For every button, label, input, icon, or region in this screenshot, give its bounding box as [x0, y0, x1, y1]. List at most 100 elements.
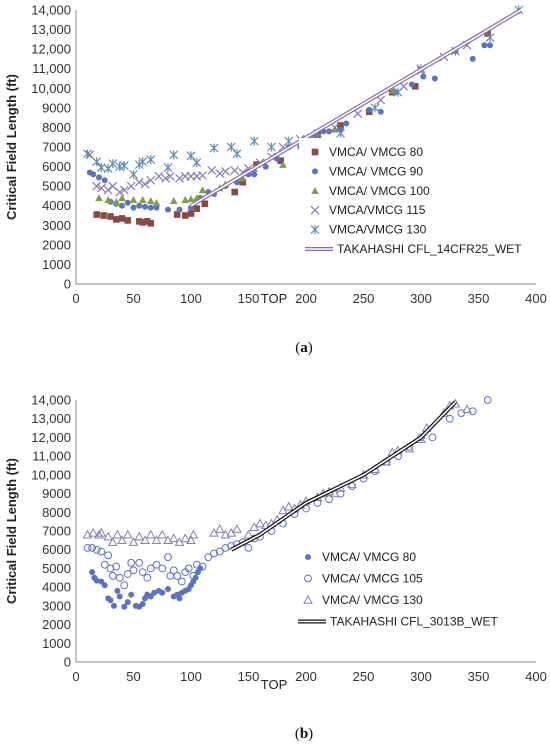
data-point	[97, 547, 106, 556]
data-point	[165, 171, 175, 181]
x-axis-title: TOP	[261, 291, 288, 306]
legend-label: VMCA/VMCG 115	[329, 203, 426, 217]
data-point	[481, 42, 488, 49]
data-point	[165, 206, 171, 213]
data-point	[82, 529, 93, 539]
data-point	[221, 543, 230, 552]
legend-box	[292, 543, 530, 648]
panel-label: (b)	[295, 726, 313, 742]
x-axis-title: TOP	[261, 677, 288, 692]
data-point	[96, 163, 106, 173]
y-tick-label: 14,000	[31, 393, 71, 408]
data-point	[107, 213, 114, 220]
data-point	[144, 218, 151, 225]
x-tick-label: 200	[295, 669, 317, 684]
data-point	[124, 199, 131, 206]
x-tick-label: 250	[353, 291, 375, 306]
x-tick-label: 0	[72, 669, 79, 684]
data-point	[353, 109, 363, 119]
y-tick-label: 13,000	[31, 411, 71, 426]
data-point	[343, 120, 350, 127]
y-tick-label: 12,000	[31, 430, 71, 445]
data-point	[165, 586, 171, 593]
data-point	[159, 589, 166, 596]
legend-label: VMCA/ VMCG 130	[322, 593, 423, 607]
data-point	[112, 216, 120, 223]
data-point	[158, 564, 167, 573]
data-point	[337, 122, 344, 129]
data-point	[243, 529, 254, 539]
y-tick-label: 8000	[42, 120, 71, 135]
chart-panel-b: 010002000300040005000600070008000900010,…	[4, 393, 547, 743]
data-point	[207, 166, 217, 175]
y-tick-label: 2000	[42, 237, 71, 252]
data-point	[462, 404, 472, 414]
data-point	[262, 163, 269, 170]
data-point	[108, 159, 118, 169]
y-tick-label: 10,000	[31, 81, 71, 96]
legend-label: TAKAHASHI CFL_14CFR25_WET	[337, 242, 522, 256]
data-point	[283, 501, 294, 511]
data-point	[152, 198, 161, 206]
trend-line-outer	[230, 400, 457, 552]
legend-box	[299, 138, 529, 262]
data-point	[106, 564, 115, 573]
data-point	[161, 173, 171, 183]
data-point	[151, 535, 162, 545]
data-point	[96, 174, 102, 181]
data-point	[104, 551, 113, 560]
data-point	[112, 529, 123, 539]
data-point	[147, 204, 154, 211]
data-point	[135, 558, 144, 567]
data-point	[146, 564, 155, 573]
y-tick-label: 9000	[42, 100, 71, 115]
x-tick-label: 50	[126, 291, 140, 306]
chart-panel-a: 010002000300040005000600070008000900010,…	[4, 3, 547, 357]
data-point	[136, 202, 143, 209]
data-point	[118, 215, 126, 222]
data-point	[189, 572, 198, 580]
y-tick-label: 3000	[42, 218, 71, 233]
legend-label: VMCA/ VMCG 80	[329, 145, 423, 159]
data-point	[187, 210, 195, 217]
data-point	[251, 171, 258, 178]
series-5	[189, 8, 523, 208]
data-point	[101, 582, 108, 589]
data-point	[118, 194, 126, 202]
legend-label: VMCA/ VMCG 90	[329, 164, 423, 178]
data-point	[120, 581, 129, 590]
trend-line-inner	[190, 9, 522, 207]
data-point	[232, 149, 242, 159]
data-point	[238, 174, 247, 182]
legend-marker	[303, 594, 313, 604]
data-point	[93, 577, 100, 584]
y-tick-label: 9000	[42, 486, 71, 501]
y-tick-label: 13,000	[31, 22, 71, 37]
data-point	[329, 488, 340, 498]
data-point	[326, 128, 332, 135]
data-point	[231, 188, 238, 196]
data-point	[215, 168, 225, 178]
y-tick-label: 10,000	[31, 467, 71, 482]
data-point	[232, 524, 242, 533]
data-point	[88, 527, 99, 537]
data-point	[89, 569, 96, 576]
data-point	[103, 531, 114, 541]
data-point	[408, 81, 415, 88]
x-tick-label: 300	[410, 669, 432, 684]
data-point	[129, 169, 138, 179]
data-point	[163, 535, 173, 545]
y-tick-label: 4000	[42, 580, 71, 595]
data-point	[377, 108, 384, 115]
y-axis-title: Critical Field Length (ft)	[4, 74, 19, 220]
data-point	[175, 173, 184, 183]
data-point	[129, 566, 138, 575]
data-point	[124, 599, 131, 606]
y-tick-label: 11,000	[32, 449, 71, 464]
data-point	[411, 83, 419, 90]
legend-marker	[312, 168, 318, 175]
data-point	[121, 603, 128, 610]
legend: VMCA/ VMCG 80 VMCA/ VMCG 90 VMCA/ VMCG 100…	[299, 138, 529, 262]
data-point	[177, 577, 186, 586]
data-point	[124, 217, 132, 224]
